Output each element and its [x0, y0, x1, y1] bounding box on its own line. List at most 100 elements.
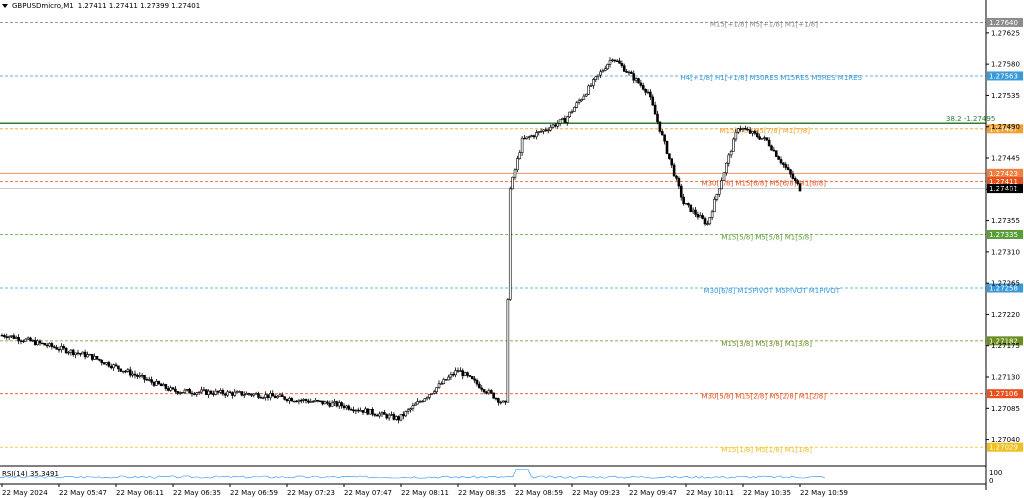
candle-body	[651, 96, 655, 106]
candle-body	[7, 336, 11, 338]
candle-body	[494, 397, 498, 400]
candle-body	[523, 137, 526, 140]
level-price-tag-label: 1.27335	[989, 231, 1018, 239]
level-price-tag-label: 1.27106	[989, 390, 1018, 398]
candle-body	[454, 370, 457, 376]
candle-body	[145, 379, 149, 381]
candle-body	[207, 390, 210, 395]
candle-body	[404, 411, 408, 417]
candle-body	[17, 337, 20, 342]
candle-body	[789, 169, 792, 175]
candle-body	[285, 399, 289, 402]
candle-body	[630, 71, 633, 74]
candle-body	[155, 380, 158, 386]
candle-body	[546, 129, 550, 132]
candle-body	[50, 343, 54, 347]
candle-body	[311, 401, 315, 403]
candle-body	[613, 59, 617, 62]
candle-body	[542, 129, 545, 132]
candle-body	[36, 340, 39, 346]
candle-body	[796, 180, 799, 184]
candle-body	[406, 409, 410, 412]
candle-body	[668, 153, 671, 159]
level-label: M15[3/8] M5[3/8] M1[3/8]	[721, 340, 812, 348]
candle-body	[347, 405, 351, 410]
candle-body	[290, 398, 294, 402]
candle-body	[280, 394, 284, 397]
candle-body	[423, 398, 427, 402]
candle-body	[687, 203, 690, 206]
candle-body	[10, 335, 13, 337]
candle-body	[732, 138, 735, 152]
candle-body	[245, 393, 248, 396]
candle-body	[653, 104, 657, 115]
candle-body	[411, 405, 415, 409]
rsi-scale-bottom: 0	[989, 477, 993, 485]
candle-body	[140, 374, 144, 377]
candle-body	[708, 217, 712, 225]
candle-body	[307, 400, 310, 403]
y-tick-label: 1.27130	[991, 374, 1020, 382]
triangle-down-icon[interactable]	[2, 4, 8, 8]
level-price-tag	[987, 71, 1023, 81]
candle-body	[751, 131, 754, 134]
candle-body	[563, 117, 567, 123]
candle-body	[518, 152, 522, 159]
candle-body	[128, 369, 132, 376]
candle-body	[228, 391, 232, 393]
candle-body	[12, 335, 16, 339]
candle-body	[580, 99, 583, 102]
level-label: 38.2 -1.27495	[946, 115, 995, 123]
rsi-scale-top: 100	[989, 469, 1002, 477]
candle-body	[461, 370, 465, 377]
candle-body	[133, 373, 137, 376]
candle-body	[463, 372, 467, 377]
candle-body	[387, 414, 391, 419]
candle-body	[746, 128, 750, 131]
candle-body	[701, 215, 704, 219]
candle-body	[247, 393, 251, 395]
x-tick-label: 22 May 2024	[2, 489, 48, 497]
candle-body	[162, 384, 165, 387]
candle-body	[696, 214, 700, 218]
candle-body	[641, 85, 645, 90]
level-price-tag-label: 1.27258	[989, 285, 1018, 293]
candle-body	[698, 215, 702, 218]
candle-body	[337, 402, 341, 407]
candle-body	[366, 408, 370, 415]
y-tick-label: 1.27535	[991, 92, 1020, 100]
candle-body	[278, 394, 282, 397]
candle-body	[639, 82, 643, 86]
candle-body	[489, 390, 493, 394]
candle-body	[606, 63, 609, 70]
candle-body	[466, 372, 469, 376]
candle-body	[786, 167, 790, 170]
candle-body	[297, 399, 301, 402]
candle-body	[397, 416, 400, 421]
candle-body	[459, 370, 462, 372]
candle-body	[214, 390, 218, 395]
rsi-label: RSI(14) 35.3491	[2, 470, 59, 478]
candle-body	[784, 164, 788, 168]
candle-body	[349, 409, 353, 411]
level-price-tag-label: 1.27029	[989, 444, 1018, 452]
candle-body	[335, 401, 339, 407]
candle-body	[24, 338, 28, 342]
x-tick-label: 22 May 10:11	[686, 489, 734, 497]
candle-body	[694, 209, 697, 215]
candle-body	[183, 389, 187, 393]
level-price-tag	[987, 17, 1023, 27]
candle-body	[185, 388, 189, 391]
candle-body	[188, 388, 191, 394]
candle-body	[178, 392, 182, 394]
candle-body	[131, 373, 134, 376]
candle-body	[791, 173, 795, 179]
candle-body	[252, 393, 256, 396]
candle-body	[558, 119, 562, 124]
candle-body	[779, 159, 783, 164]
x-tick-label: 22 May 10:59	[800, 489, 848, 497]
y-tick-label: 1.27040	[991, 436, 1020, 444]
